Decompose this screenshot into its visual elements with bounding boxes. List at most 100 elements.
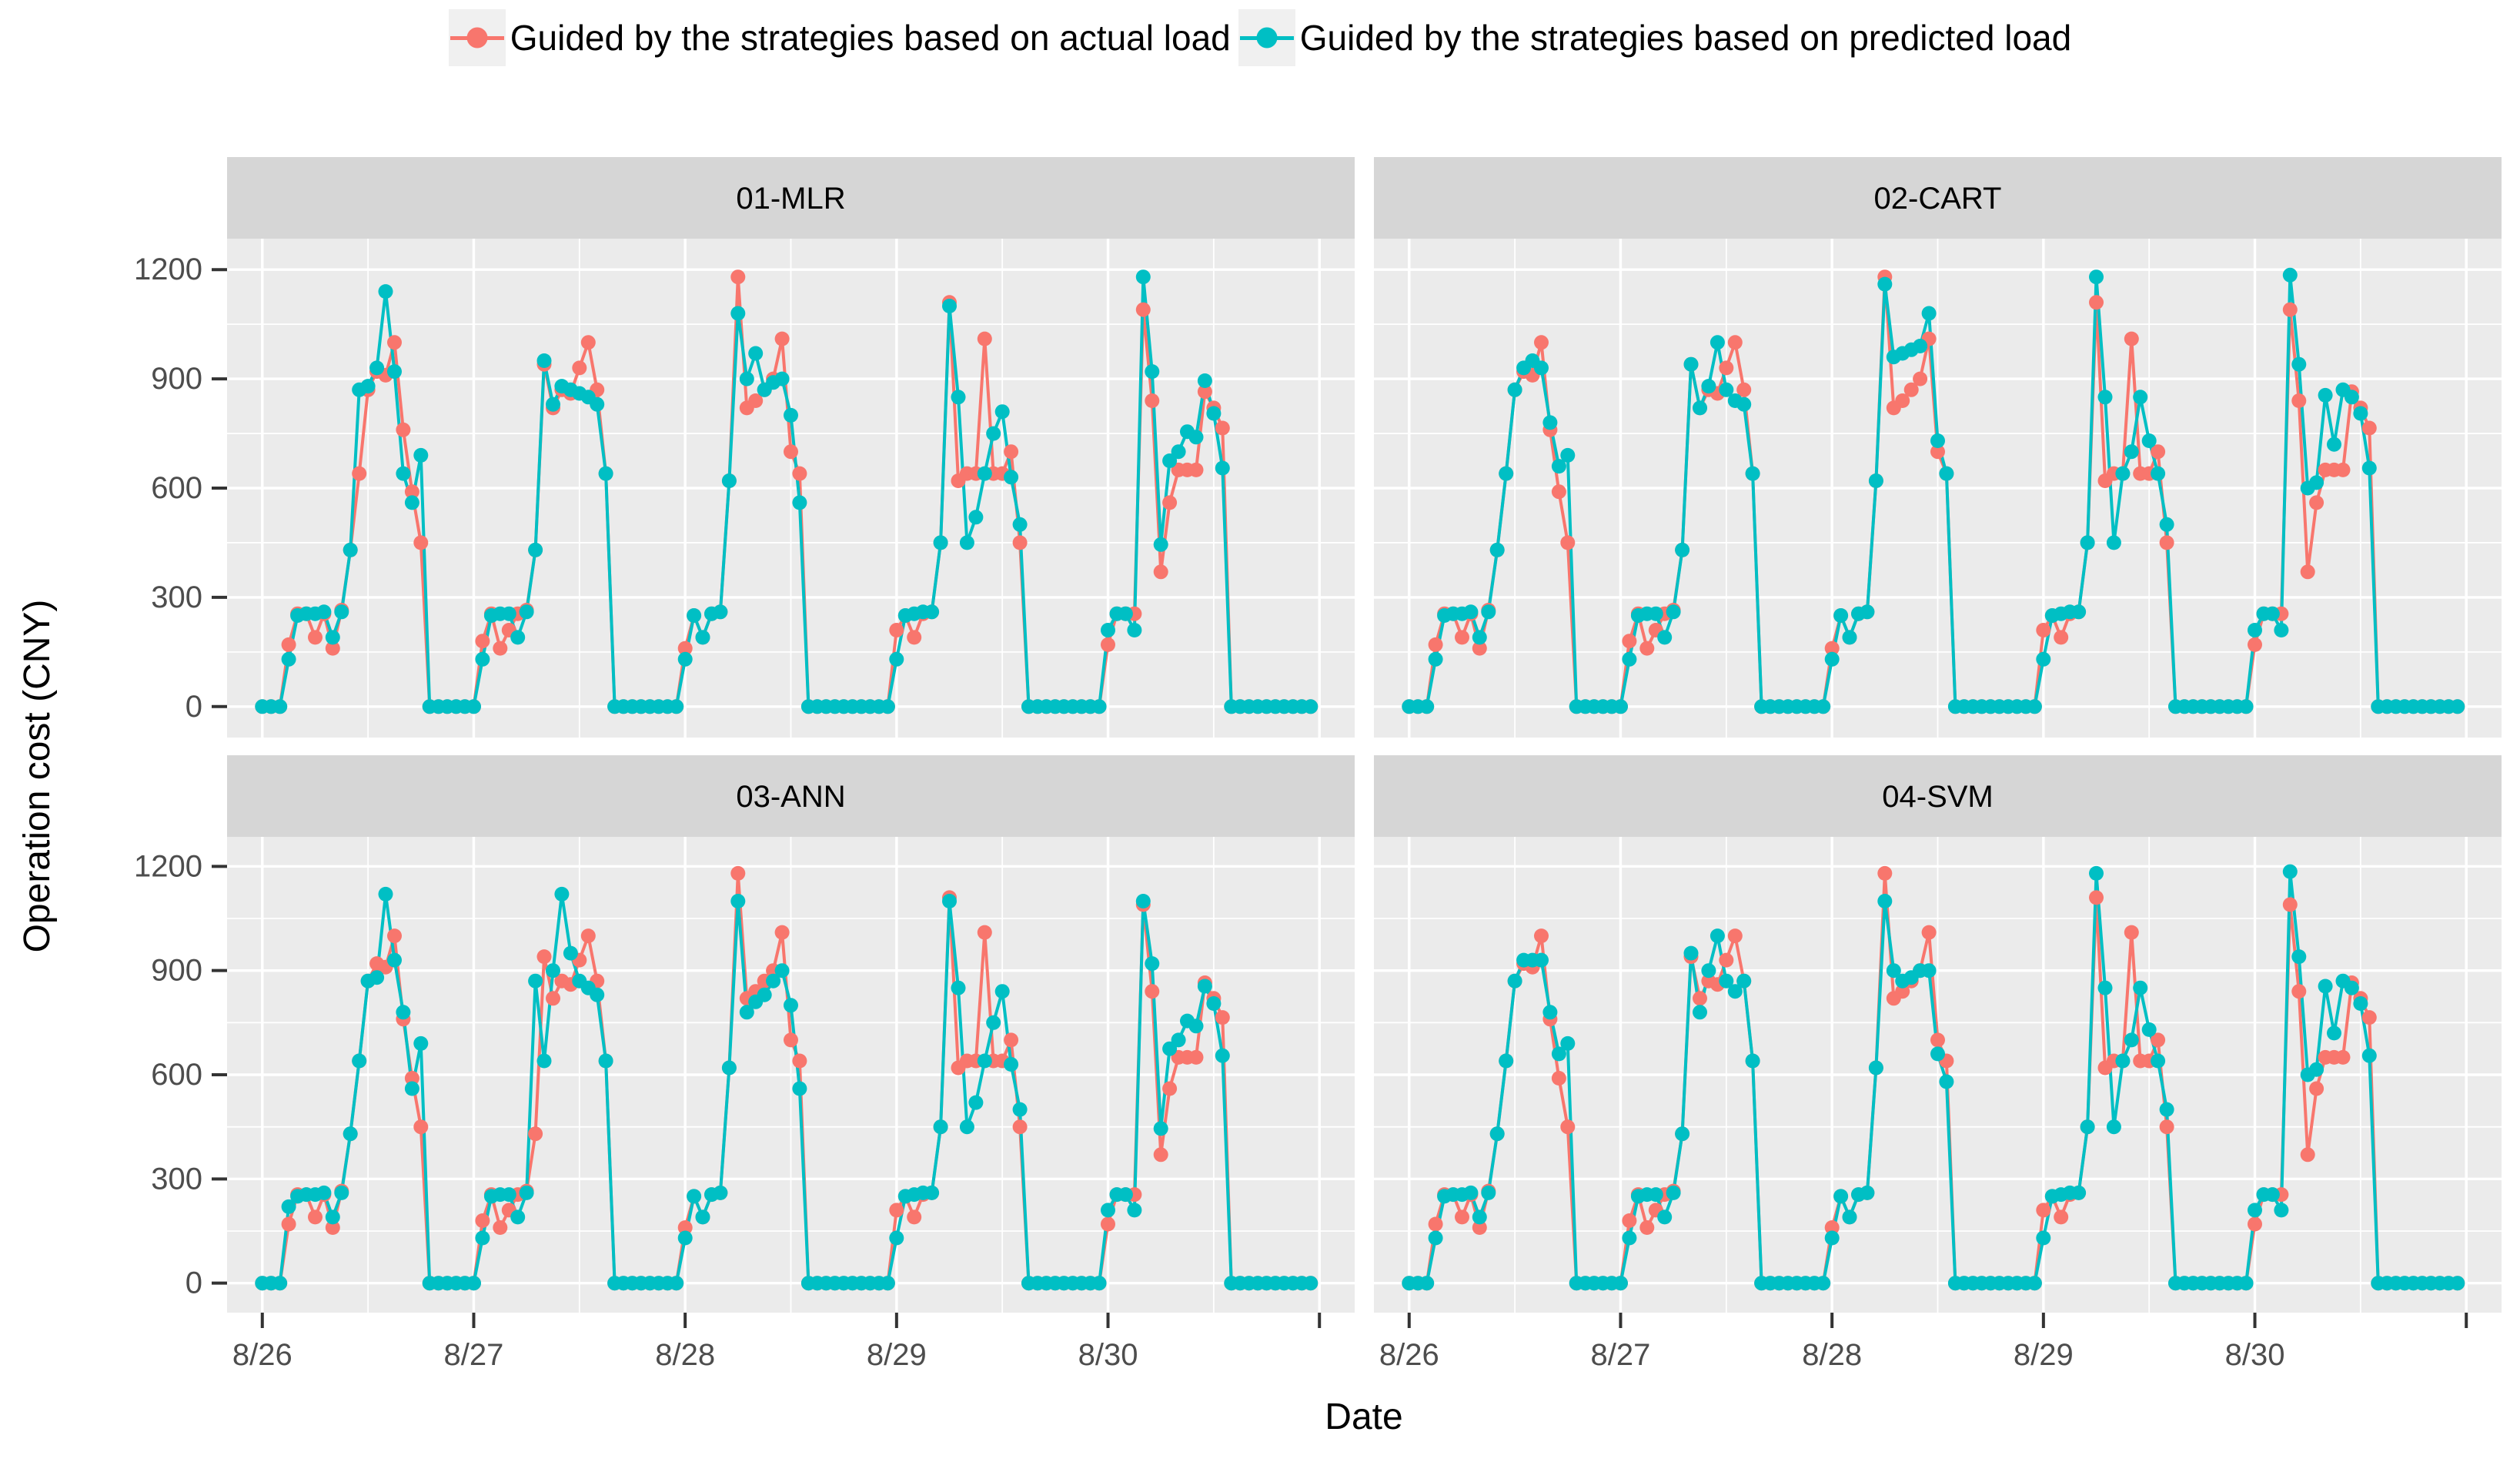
data-point-predicted — [792, 1081, 807, 1096]
data-point-predicted — [968, 510, 984, 525]
data-point-actual — [572, 360, 587, 376]
y-axis: 0 300 600 900 1200 — [134, 849, 227, 1300]
data-point-predicted — [404, 495, 419, 510]
data-point-predicted — [2450, 699, 2465, 714]
data-point-predicted — [2141, 433, 2157, 448]
data-point-predicted — [1188, 1019, 1204, 1034]
data-point-predicted — [1127, 623, 1142, 637]
data-point-predicted — [1939, 1074, 1954, 1089]
data-point-predicted — [1489, 1126, 1505, 1142]
data-point-predicted — [986, 426, 1001, 441]
data-point-actual — [2300, 564, 2315, 580]
data-point-actual — [792, 466, 807, 481]
data-point-predicted — [792, 495, 807, 510]
data-point-predicted — [730, 894, 746, 908]
x-tick-label: 8/30 — [1078, 1338, 1138, 1372]
data-point-predicted — [951, 390, 966, 405]
data-point-predicted — [968, 1095, 984, 1110]
data-point-actual — [748, 393, 764, 408]
data-point-actual — [580, 335, 596, 350]
data-point-predicted — [404, 1081, 419, 1096]
data-point-predicted — [2159, 517, 2174, 532]
data-point-predicted — [1428, 651, 1443, 667]
data-point-predicted — [1710, 928, 1725, 944]
data-point-predicted — [2450, 1276, 2465, 1291]
data-point-actual — [774, 331, 790, 346]
data-point-actual — [1101, 1216, 1115, 1232]
data-point-predicted — [1145, 364, 1160, 380]
data-point-predicted — [1666, 604, 1681, 620]
facet-02-CART: 02-CART — [1374, 157, 2502, 738]
data-point-predicted — [1701, 963, 1716, 979]
data-point-predicted — [1489, 542, 1505, 557]
data-point-predicted — [1719, 973, 1734, 989]
data-point-predicted — [1091, 699, 1107, 714]
data-point-actual — [493, 641, 508, 656]
data-point-actual — [1824, 641, 1840, 656]
data-point-actual — [1727, 928, 1743, 944]
data-point-predicted — [774, 371, 790, 386]
data-point-predicted — [2274, 1203, 2289, 1218]
data-point-actual — [1639, 641, 1655, 656]
data-point-predicted — [933, 535, 948, 550]
data-point-predicted — [1745, 466, 1760, 481]
series-predicted-points — [255, 269, 1318, 714]
data-point-predicted — [1206, 406, 1222, 421]
data-point-predicted — [1428, 1230, 1443, 1246]
y-tick-label: 900 — [151, 362, 202, 396]
data-point-actual — [677, 641, 693, 656]
data-point-predicted — [1551, 459, 1566, 474]
data-point-predicted — [2238, 1276, 2254, 1291]
data-point-actual — [308, 1209, 323, 1225]
data-point-predicted — [1419, 1276, 1435, 1291]
data-point-predicted — [2115, 466, 2131, 481]
data-point-predicted — [2264, 606, 2280, 621]
data-point-predicted — [2151, 466, 2166, 481]
data-point-predicted — [1860, 1185, 1875, 1200]
data-point-predicted — [924, 604, 940, 620]
data-point-predicted — [325, 630, 340, 645]
data-point-predicted — [1710, 335, 1725, 350]
data-point-predicted — [1188, 430, 1204, 445]
data-point-predicted — [1736, 973, 1752, 989]
data-point-predicted — [1860, 604, 1875, 620]
data-point-actual — [2036, 1203, 2051, 1218]
data-point-predicted — [510, 1209, 526, 1225]
data-point-predicted — [1012, 1102, 1028, 1117]
facet-strip — [227, 157, 1355, 239]
data-point-actual — [1913, 371, 1928, 386]
data-point-actual — [387, 335, 402, 350]
data-point-actual — [1101, 637, 1115, 652]
x-tick-label: 8/27 — [444, 1338, 504, 1372]
data-point-predicted — [1939, 466, 1954, 481]
data-point-predicted — [387, 364, 402, 380]
data-point-predicted — [2124, 1032, 2139, 1048]
data-point-predicted — [713, 1185, 728, 1200]
data-point-predicted — [942, 894, 957, 908]
data-point-predicted — [1666, 1185, 1681, 1200]
data-point-predicted — [352, 1053, 367, 1069]
data-point-predicted — [2141, 1022, 2157, 1037]
y-tick-label: 900 — [151, 954, 202, 988]
data-point-predicted — [1868, 1060, 1883, 1076]
x-axis: 8/26 8/27 8/28 8/29 8/30 — [232, 1313, 1322, 1372]
data-point-actual — [387, 928, 402, 944]
data-point-predicted — [396, 466, 411, 481]
data-point-predicted — [1463, 604, 1479, 620]
data-point-predicted — [784, 998, 798, 1013]
data-point-predicted — [1472, 630, 1487, 645]
data-point-actual — [1012, 1119, 1028, 1135]
data-point-predicted — [2106, 535, 2121, 550]
facet-03-ANN: 03-ANN — [227, 755, 1355, 1313]
data-point-predicted — [316, 604, 332, 620]
data-point-predicted — [889, 1230, 904, 1246]
data-point-actual — [1693, 991, 1707, 1006]
facet-strip — [1374, 755, 2502, 837]
data-point-actual — [404, 1071, 419, 1086]
data-point-predicted — [2071, 1185, 2087, 1200]
data-point-predicted — [1551, 1046, 1566, 1062]
y-tick-label: 300 — [151, 1162, 202, 1196]
data-point-predicted — [1921, 306, 1937, 321]
data-point-predicted — [2248, 623, 2262, 637]
data-point-actual — [1930, 444, 1945, 460]
